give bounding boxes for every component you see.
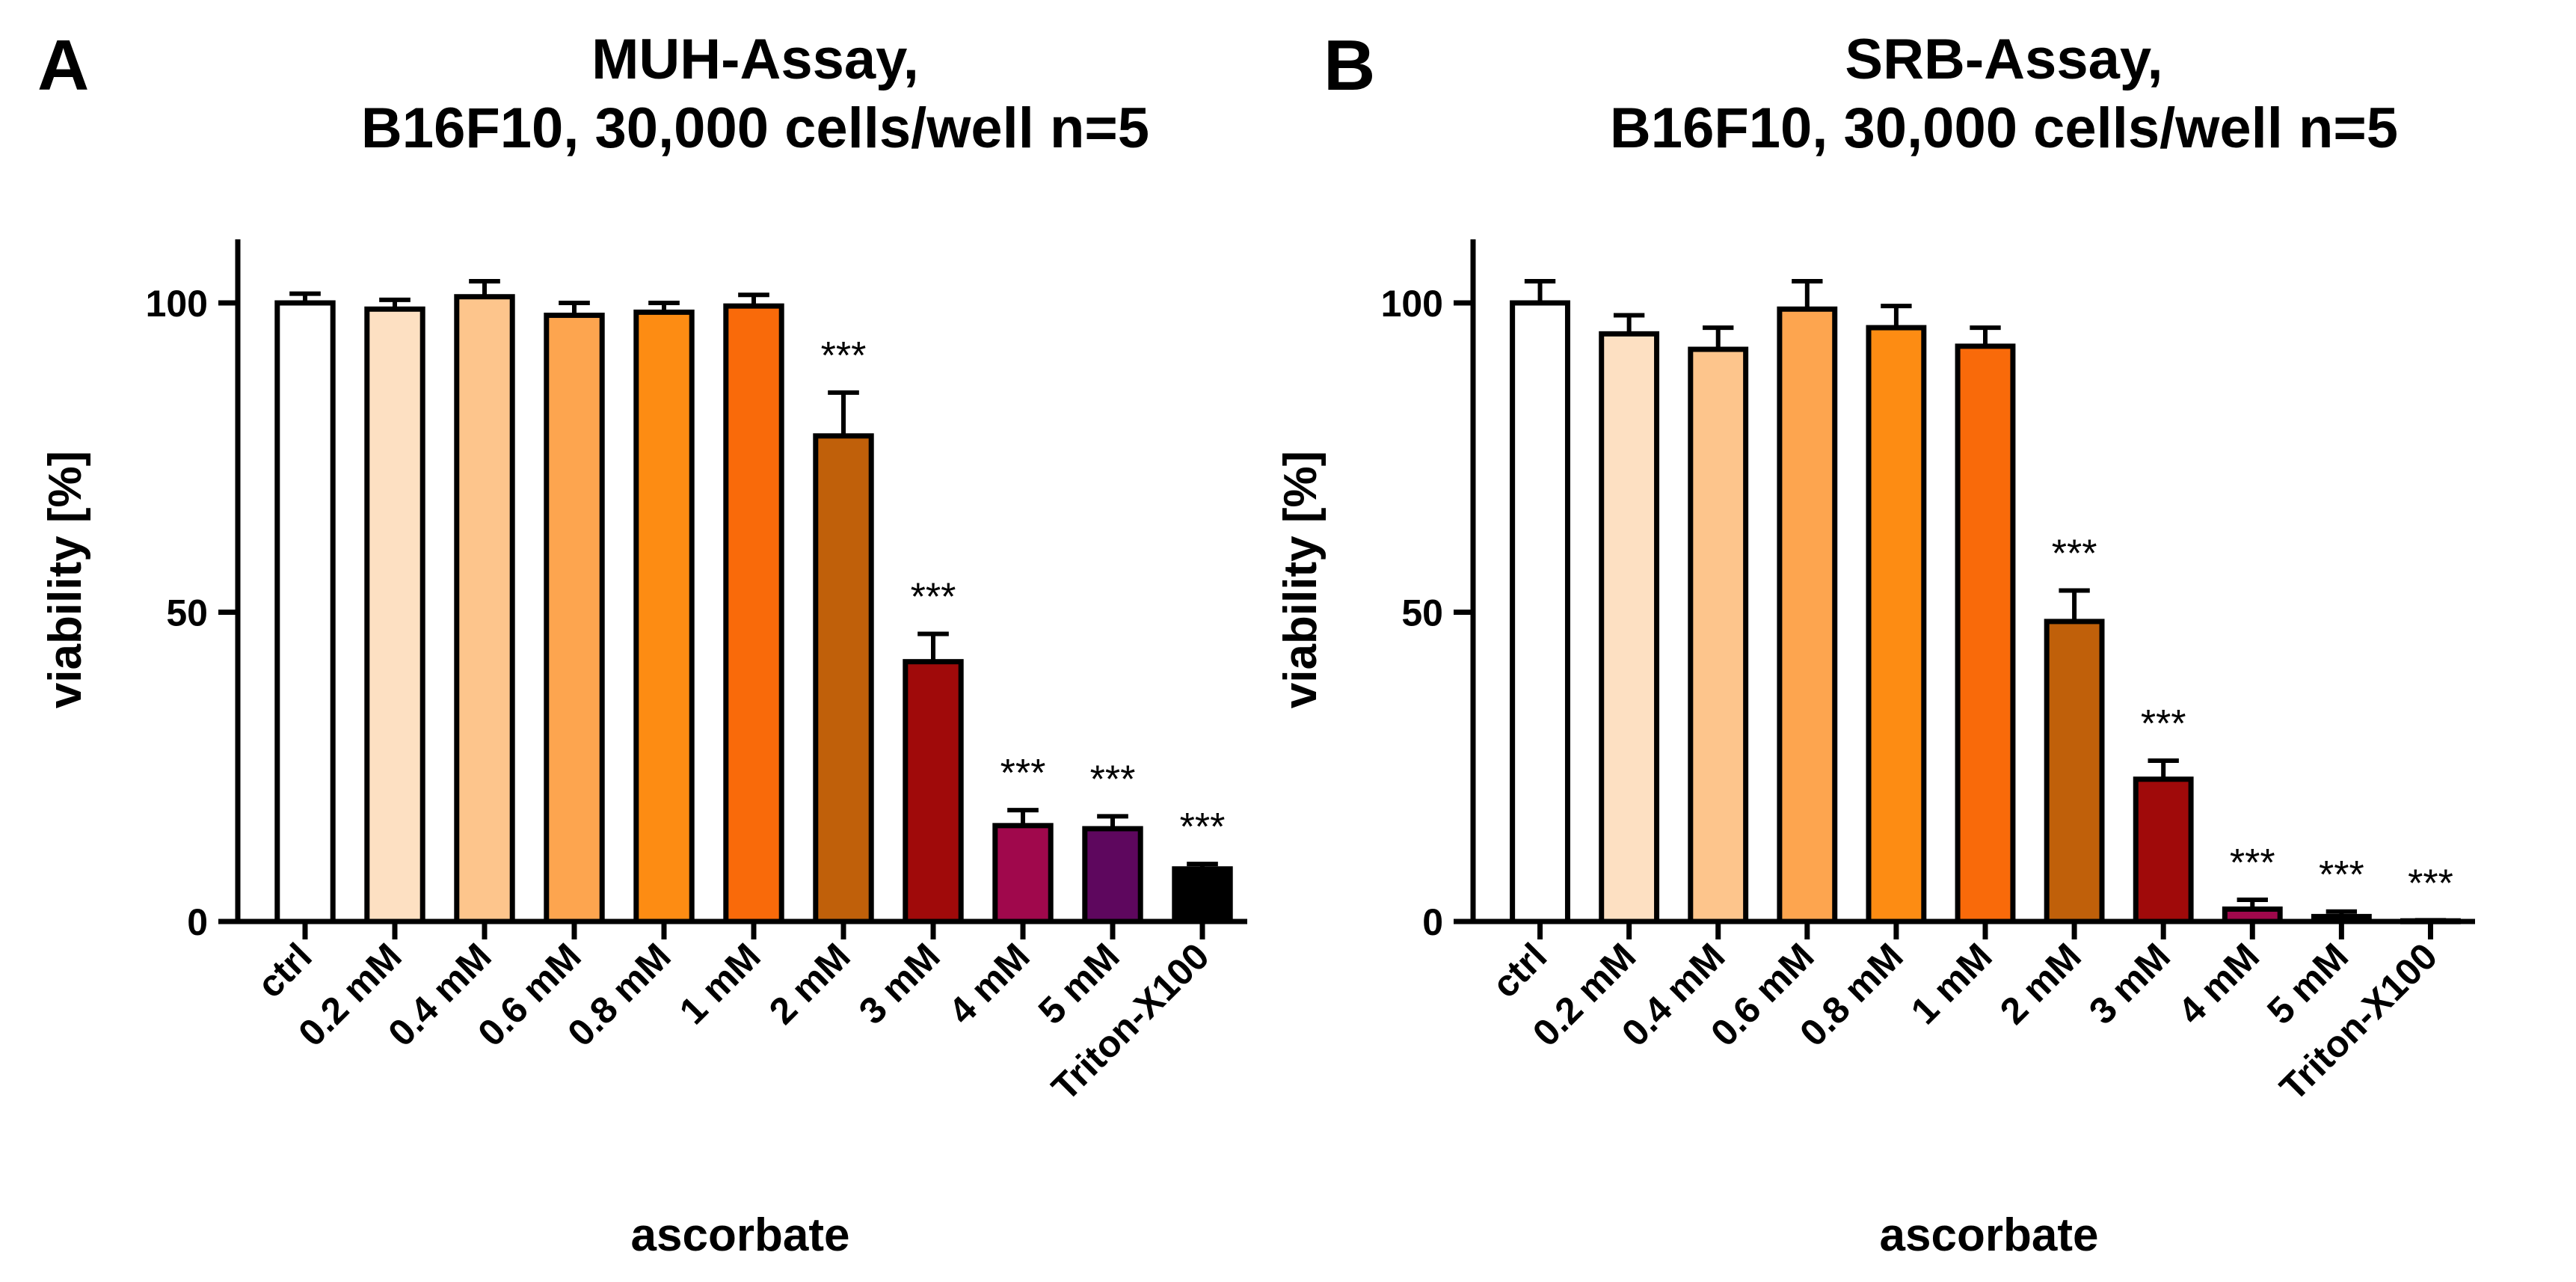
x-tick-label-5: 0.8 mM bbox=[559, 935, 678, 1054]
bar-1 bbox=[1510, 300, 1570, 924]
bar-5 bbox=[1866, 325, 1927, 924]
x-axis-label: ascorbate bbox=[631, 1209, 850, 1261]
y-tick-label-50: 50 bbox=[166, 592, 208, 634]
bar-8 bbox=[903, 659, 964, 924]
bar-4 bbox=[1777, 306, 1838, 924]
x-tick-label-8: 3 mM bbox=[2081, 935, 2178, 1032]
bar-9 bbox=[992, 823, 1054, 924]
significance-label-8: *** bbox=[911, 575, 956, 619]
bar-11 bbox=[1172, 866, 1233, 924]
x-axis-label: ascorbate bbox=[1880, 1209, 2099, 1261]
y-axis-label: viability [%] bbox=[40, 451, 91, 709]
y-tick-label-100: 100 bbox=[1381, 283, 1443, 325]
y-tick-label-0: 0 bbox=[187, 901, 208, 943]
bar-5 bbox=[633, 309, 695, 924]
x-tick-label-6: 1 mM bbox=[1903, 935, 2000, 1032]
chart-panel-a: A MUH-Assay,B16F10, 30,000 cells/well n=5… bbox=[37, 25, 1247, 1261]
bar-7 bbox=[813, 433, 874, 924]
x-tick-label-7: 2 mM bbox=[761, 935, 858, 1032]
bar-3 bbox=[1688, 346, 1749, 924]
bar-9 bbox=[2222, 906, 2283, 924]
chart-panel-b: B SRB-Assay,B16F10, 30,000 cells/well n=5… bbox=[1275, 25, 2475, 1261]
significance-label-10: *** bbox=[2319, 853, 2364, 897]
significance-label-11: *** bbox=[1180, 806, 1226, 849]
significance-label-10: *** bbox=[1090, 758, 1136, 801]
significance-label-7: *** bbox=[2052, 533, 2097, 576]
bar-8 bbox=[2133, 776, 2194, 924]
y-axis-label: viability [%] bbox=[1275, 451, 1327, 709]
chart-title-line-2: B16F10, 30,000 cells/well n=5 bbox=[1610, 96, 2398, 160]
bar-6 bbox=[723, 303, 784, 924]
significance-label-11: *** bbox=[2408, 862, 2453, 905]
chart-title-line-1: MUH-Assay, bbox=[591, 28, 919, 91]
significance-label-8: *** bbox=[2141, 702, 2186, 746]
x-tick-label-8: 3 mM bbox=[851, 935, 948, 1032]
bar-10 bbox=[2311, 913, 2372, 924]
x-tick-label-1: ctrl bbox=[249, 935, 320, 1006]
x-tick-label-9: 4 mM bbox=[2170, 935, 2267, 1032]
significance-label-7: *** bbox=[821, 334, 867, 378]
bar-3 bbox=[454, 294, 515, 924]
panel-label: A bbox=[37, 25, 89, 105]
chart-title-line-1: SRB-Assay, bbox=[1845, 28, 2162, 91]
bar-2 bbox=[364, 306, 425, 924]
bar-1 bbox=[274, 300, 336, 924]
bar-7 bbox=[2044, 619, 2105, 924]
y-tick-label-0: 0 bbox=[1422, 901, 1443, 943]
x-tick-label-1: ctrl bbox=[1484, 935, 1555, 1006]
bar-4 bbox=[544, 313, 605, 924]
x-tick-label-9: 4 mM bbox=[941, 935, 1038, 1032]
bar-6 bbox=[1955, 343, 2016, 924]
x-tick-label-7: 2 mM bbox=[1992, 935, 2089, 1032]
y-tick-label-100: 100 bbox=[146, 283, 208, 325]
significance-label-9: *** bbox=[2230, 841, 2275, 885]
significance-label-9: *** bbox=[1000, 752, 1046, 795]
chart-title-line-2: B16F10, 30,000 cells/well n=5 bbox=[361, 96, 1149, 160]
bar-10 bbox=[1082, 826, 1143, 924]
x-tick-label-6: 1 mM bbox=[671, 935, 769, 1032]
bar-2 bbox=[1599, 331, 1660, 924]
panel-label: B bbox=[1324, 25, 1375, 105]
y-tick-label-50: 50 bbox=[1401, 592, 1443, 634]
